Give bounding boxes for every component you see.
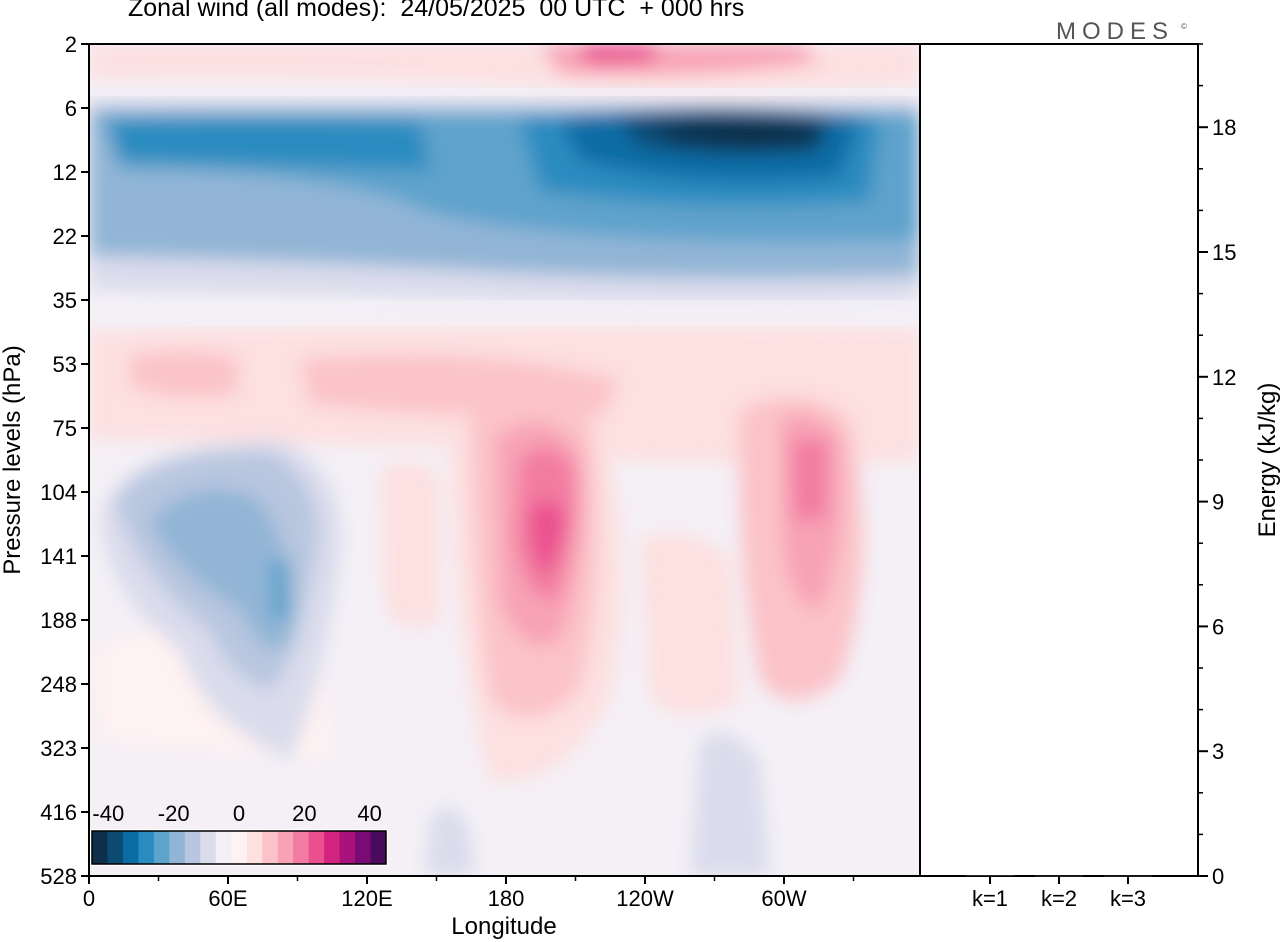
field-easterly-jet-strong	[110, 118, 430, 170]
wind-field	[89, 44, 920, 876]
colorbar-tick-label: 0	[233, 801, 245, 826]
field-ut-easterly-core	[150, 488, 292, 650]
x-tick-label: 120W	[616, 886, 674, 911]
colorbar-swatch	[293, 831, 310, 864]
colorbar-swatch	[184, 831, 201, 864]
energy-axis: 0 3 6 9 12 15 18	[1198, 43, 1236, 889]
x-tick-label: 120E	[341, 886, 392, 911]
field-ut-westerly-weak	[640, 533, 740, 715]
colorbar-swatch	[277, 831, 294, 864]
colorbar-tick-label: 20	[292, 801, 316, 826]
colorbar-swatch	[107, 831, 124, 864]
y-tick-label: 248	[40, 672, 77, 697]
y-tick-label: 104	[40, 480, 77, 505]
energy-tick-label: 12	[1212, 365, 1236, 390]
energy-tick-label: 0	[1212, 864, 1224, 889]
y-tick-label: 6	[65, 96, 77, 121]
colorbar-swatch	[324, 831, 341, 864]
field-ut-westerly-jet-peak	[530, 501, 565, 575]
colorbar-swatch	[339, 831, 356, 864]
copyright-mark: ©	[1181, 22, 1187, 31]
field-tropopause-westerly-core	[130, 350, 240, 398]
colorbar: -40 -20 0 20 40	[90, 801, 388, 866]
colorbar-swatch	[246, 831, 263, 864]
field-easterly-jet-peak	[660, 121, 822, 148]
colorbar-swatch	[92, 831, 108, 864]
colorbar-tick-label: -40	[92, 801, 124, 826]
energy-panel-frame	[919, 43, 1199, 877]
colorbar-frame	[91, 830, 387, 865]
y-tick-label: 416	[40, 800, 77, 825]
y-tick-label: 12	[53, 160, 77, 185]
field-ut-westerly-secondary-max	[792, 440, 828, 520]
energy-tick-label: 3	[1212, 739, 1224, 764]
energy-tick-label: 15	[1212, 240, 1236, 265]
y-tick-label: 528	[40, 864, 77, 889]
colorbar-swatch	[200, 831, 217, 864]
colorbar-swatch	[308, 831, 325, 864]
energy-category-label: k=1	[972, 886, 1008, 911]
x-axis-label: Longitude	[451, 913, 556, 940]
x-tick-label: 0	[83, 886, 95, 911]
y-tick-label: 75	[53, 416, 77, 441]
modes-logo: MODES	[1056, 18, 1175, 45]
y-tick-label: 22	[53, 224, 77, 249]
field-lower-easterly	[690, 733, 770, 876]
y-tick-label: 323	[40, 736, 77, 761]
colorbar-swatch	[153, 831, 170, 864]
colorbar-tick-label: 40	[357, 801, 381, 826]
energy-category-label: k=2	[1041, 886, 1077, 911]
colorbar-swatch	[231, 831, 248, 864]
colorbar-swatch	[215, 831, 232, 864]
colorbar-swatch	[169, 831, 186, 864]
y-tick-label: 141	[40, 544, 77, 569]
energy-tick-label: 9	[1212, 490, 1224, 515]
energy-bar	[966, 875, 1014, 877]
energy-bars: k=1 k=2 k=3	[966, 875, 1152, 911]
y-axis-label: Pressure levels (hPa)	[0, 345, 26, 574]
field-lower-easterly	[425, 807, 475, 876]
field-edge-band	[89, 88, 920, 96]
colorbar-swatch	[370, 831, 387, 864]
pressure-axis: 2 6 12 22 35 53 75 104 141 188 248 323 416 528	[40, 32, 89, 889]
colorbar-swatch	[262, 831, 279, 864]
y-tick-label: 2	[65, 32, 77, 57]
energy-tick-label: 6	[1212, 614, 1224, 639]
x-tick-label: 60W	[761, 886, 806, 911]
field-upper-band-peak	[575, 44, 660, 64]
colorbar-swatch	[122, 831, 139, 864]
chart-title: Zonal wind (all modes): 24/05/2025 00 UT…	[128, 0, 745, 22]
field-ut-easterly-max	[270, 560, 292, 620]
longitude-axis: 0 60E 120E 180 120W 60W	[83, 876, 855, 911]
field-edge-band	[89, 300, 920, 326]
y-tick-label: 35	[53, 288, 77, 313]
colorbar-tick-label: -20	[158, 801, 190, 826]
energy-axis-label: Energy (kJ/kg)	[1254, 383, 1280, 538]
y-tick-label: 188	[40, 608, 77, 633]
field-ut-westerly-weak	[380, 462, 440, 628]
colorbar-swatch	[355, 831, 372, 864]
y-tick-label: 53	[53, 352, 77, 377]
energy-category-label: k=3	[1110, 886, 1146, 911]
x-tick-label: 60E	[208, 886, 247, 911]
x-tick-label: 180	[488, 886, 525, 911]
energy-tick-label: 18	[1212, 115, 1236, 140]
colorbar-swatch	[138, 831, 155, 864]
